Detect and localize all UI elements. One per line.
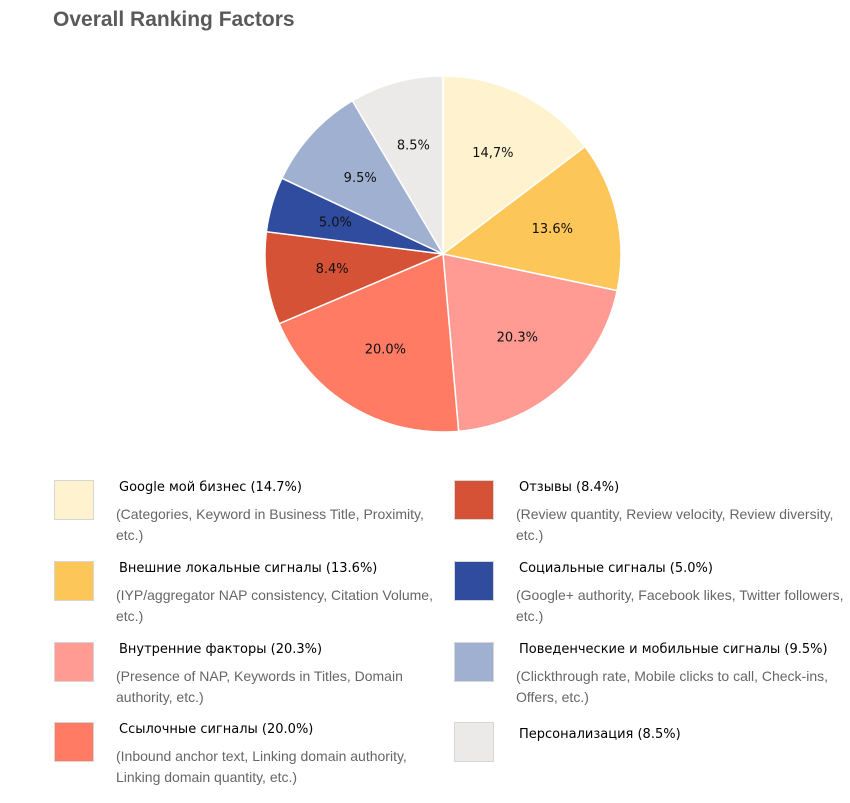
legend-name: Поведенческие и мобильные сигналы (9.5%) [519, 642, 828, 657]
legend-swatch [454, 722, 494, 762]
pie-slice [442, 75, 587, 256]
legend-swatch [54, 722, 94, 762]
slice-label: 20.3% [497, 330, 538, 345]
legend-description: (Clickthrough rate, Mobile clicks to cal… [516, 668, 828, 705]
pie-slice [278, 252, 460, 433]
pie-slice [264, 230, 446, 325]
legend-name: Ссылочные сигналы (20.0%) [119, 722, 314, 737]
legend-swatch [454, 642, 494, 682]
slice-label: 8.5% [397, 139, 430, 154]
legend-description: (Google+ authority, Facebook likes, Twit… [516, 587, 844, 624]
legend-swatch [54, 480, 94, 520]
pie-slice [441, 145, 622, 292]
pie-slice [280, 99, 445, 256]
legend-description: (Categories, Keyword in Business Title, … [116, 506, 424, 543]
legend-description: (Presence of NAP, Keywords in Titles, Do… [116, 668, 403, 705]
slice-label: 20.0% [365, 343, 406, 358]
legend-name: Внутренние факторы (20.3%) [119, 642, 323, 657]
legend-name: Отзывы (8.4%) [519, 480, 620, 495]
slice-label: 14,7% [472, 146, 513, 161]
legend-swatch [454, 561, 494, 601]
legend-name: Персонализация (8.5%) [519, 727, 681, 742]
legend-name: Социальные сигналы (5.0%) [519, 561, 713, 576]
pie-slice [351, 75, 444, 257]
legend-description: (Review quantity, Review velocity, Revie… [516, 506, 834, 543]
legend-swatch [54, 561, 94, 601]
pie-slice [442, 253, 619, 433]
slice-label: 9.5% [344, 171, 377, 186]
legend-name: Google мой бизнес (14.7%) [119, 480, 302, 495]
legend-swatch [54, 642, 94, 682]
legend-description: (IYP/aggregator NAP consistency, Citatio… [116, 587, 433, 624]
pie-chart: 14,7% 13.6% 20.3% 20.0% 8.4% 5.0% 9.5% 8.5% [264, 75, 622, 433]
chart-title: Overall Ranking Factors [53, 8, 295, 31]
legend-description: (Inbound anchor text, Linking domain aut… [116, 748, 407, 785]
legend-swatch [454, 480, 494, 520]
slice-label: 8.4% [316, 262, 349, 277]
slice-label: 13.6% [532, 222, 573, 237]
legend-name: Внешние локальные сигналы (13.6%) [119, 561, 378, 576]
slice-label: 5.0% [319, 215, 352, 230]
